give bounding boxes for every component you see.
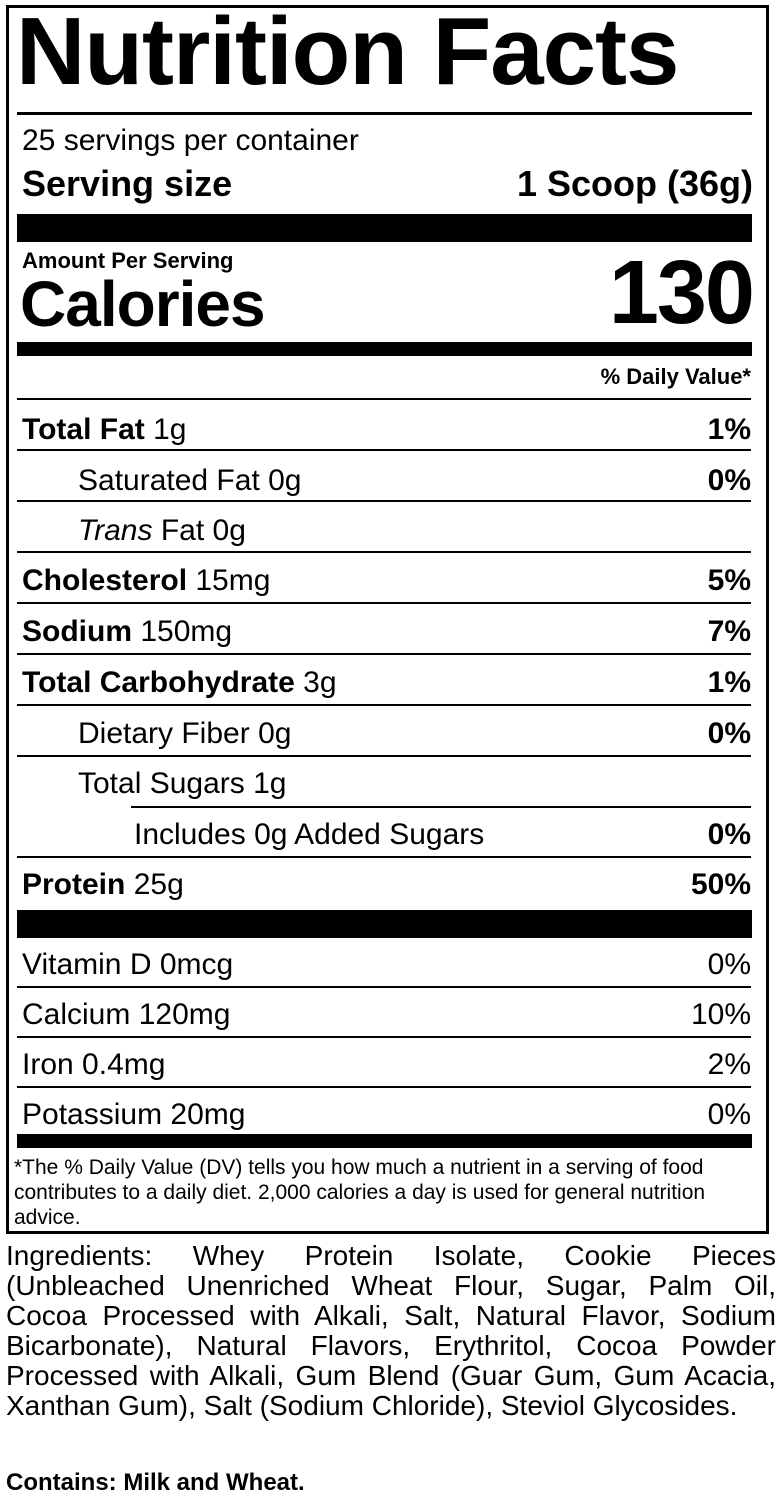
nutrient-name: Total Sugars: [78, 767, 245, 800]
nutrient-row-protein: Protein 25g 50%: [22, 857, 751, 907]
nutrition-facts-panel: [6, 5, 769, 1234]
daily-value-header: % Daily Value*: [600, 364, 751, 389]
serving-size-value: 1 Scoop (36g): [516, 163, 753, 204]
vitamin-dv: 0%: [707, 948, 751, 981]
separator: [17, 1086, 751, 1088]
nutrient-name: Dietary Fiber: [78, 717, 250, 750]
nutrient-row-total-sugars: Total Sugars 1g: [78, 756, 751, 806]
nutrient-amount: 0g: [268, 464, 302, 497]
nutrient-name-italic: Trans: [78, 514, 153, 547]
nutrient-name: Protein: [22, 868, 126, 901]
vitamin-amount: 20mg: [170, 1098, 246, 1131]
separator: [17, 856, 751, 858]
nutrient-row-dietary-fiber: Dietary Fiber 0g 0%: [78, 706, 751, 756]
medium-bar: [17, 342, 752, 356]
vitamin-row-calcium: Calcium 120mg 10%: [22, 987, 751, 1037]
nutrient-dv: 0%: [707, 717, 751, 750]
vitamin-amount: 0.4mg: [82, 1048, 166, 1081]
calories-value: 130: [608, 243, 755, 343]
separator: [17, 449, 751, 451]
vitamin-name: Potassium: [22, 1098, 163, 1131]
separator: [17, 602, 751, 604]
nutrient-name: Sodium: [22, 615, 132, 648]
nutrient-dv: 0%: [707, 464, 751, 497]
vitamin-amount: 0mcg: [159, 948, 234, 981]
ingredients-list: Ingredients: Whey Protein Isolate, Cooki…: [6, 1240, 776, 1421]
nutrient-amount: 0g: [258, 717, 292, 750]
servings-per-container: 25 servings per container: [22, 124, 359, 157]
daily-value-footnote: *The % Daily Value (DV) tells you how mu…: [14, 1156, 706, 1229]
allergen-statement: Contains: Milk and Wheat.: [6, 1469, 305, 1496]
nutrient-dv: 7%: [707, 615, 751, 648]
nutrient-dv: 0%: [707, 818, 751, 851]
nutrient-name: Total Carbohydrate: [22, 666, 295, 699]
separator: [17, 653, 751, 655]
separator: [17, 755, 751, 757]
separator: [17, 551, 751, 553]
vitamin-row-iron: Iron 0.4mg 2%: [22, 1037, 751, 1087]
nutrient-amount: 15mg: [195, 564, 271, 597]
thick-bar-top: [17, 214, 752, 242]
nutrient-amount: 3g: [303, 666, 337, 699]
vitamin-dv: 10%: [690, 998, 751, 1031]
nutrient-row-total-carbohydrate: Total Carbohydrate 3g 1%: [22, 655, 751, 705]
vitamin-name: Vitamin D: [22, 948, 152, 981]
nutrient-amount: 1g: [153, 413, 187, 446]
separator: [131, 806, 751, 808]
vitamin-dv: 2%: [707, 1048, 751, 1081]
separator: [17, 1036, 751, 1038]
separator: [17, 500, 751, 502]
nutrient-dv: 50%: [690, 868, 751, 901]
nutrient-amount: 25g: [133, 868, 184, 901]
amount-per-serving: Amount Per Serving: [22, 248, 234, 273]
vitamin-amount: 120mg: [138, 998, 231, 1031]
separator: [17, 986, 751, 988]
calories-label: Calories: [20, 268, 266, 340]
nutrient-row-saturated-fat: Saturated Fat 0g 0%: [78, 453, 751, 503]
nutrient-amount: 150mg: [140, 615, 233, 648]
nutrient-name: Fat: [160, 514, 205, 547]
thick-bar-vitamins: [17, 910, 752, 938]
separator: [17, 704, 751, 706]
vitamin-row-vitamin-d: Vitamin D 0mcg 0%: [22, 937, 751, 987]
vitamin-name: Iron: [22, 1048, 74, 1081]
nutrient-row-sodium: Sodium 150mg 7%: [22, 604, 751, 654]
nutrient-row-trans-fat: Trans Fat 0g: [78, 503, 751, 553]
nutrient-name: Total Fat: [22, 413, 145, 446]
label-title: Nutrition Facts: [16, 0, 679, 105]
vitamin-dv: 0%: [707, 1098, 751, 1131]
nutrient-name: Includes 0g Added Sugars: [134, 818, 485, 851]
nutrient-dv: 1%: [707, 413, 751, 446]
nutrient-row-total-fat: Total Fat 1g 1%: [22, 402, 751, 452]
nutrient-row-cholesterol: Cholesterol 15mg 5%: [22, 553, 751, 603]
serving-size-label: Serving size: [22, 163, 233, 204]
nutrient-name: Saturated Fat: [78, 464, 260, 497]
vitamin-name: Calcium: [22, 998, 131, 1031]
nutrient-dv: 1%: [707, 666, 751, 699]
bottom-bar: [17, 1134, 752, 1148]
nutrient-row-added-sugars: Includes 0g Added Sugars 0%: [134, 807, 751, 857]
nutrient-amount: 1g: [253, 767, 287, 800]
nutrient-name: Cholesterol: [22, 564, 188, 597]
nutrient-amount: 0g: [212, 514, 246, 547]
nutrient-dv: 5%: [707, 564, 751, 597]
title-rule: [17, 112, 752, 115]
separator: [17, 398, 751, 400]
vitamin-row-potassium: Potassium 20mg 0%: [22, 1087, 751, 1137]
